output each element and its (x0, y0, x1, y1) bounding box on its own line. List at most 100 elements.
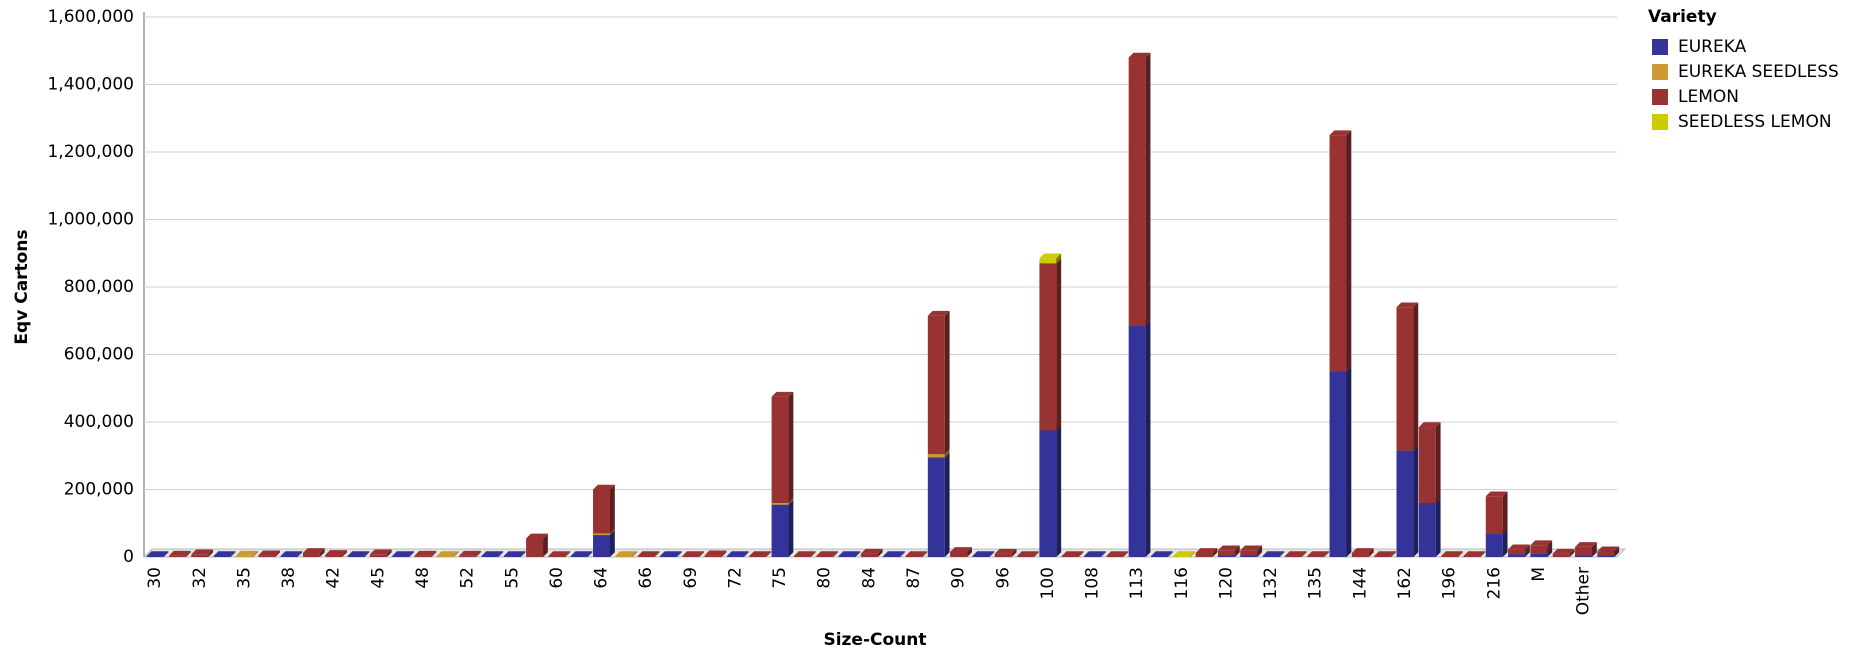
bar-side (944, 452, 950, 557)
x-tick-label: 35 (234, 567, 254, 589)
bar-side (1458, 551, 1463, 557)
bar (1575, 546, 1593, 556)
bar-top (1307, 551, 1329, 556)
bar-top (816, 551, 838, 556)
x-tick-label: 66 (636, 567, 656, 589)
bar-side (766, 551, 772, 557)
bar-side (1190, 551, 1196, 557)
bar-side (788, 498, 794, 505)
bar-side (1413, 302, 1419, 451)
x-tick-label: 64 (592, 567, 612, 589)
bar-side (275, 550, 281, 557)
bar-side (1101, 551, 1106, 557)
x-tick-label: 135 (1306, 567, 1326, 599)
bar-side (1502, 491, 1508, 535)
bar-side (877, 548, 883, 557)
x-tick-label: 144 (1350, 567, 1370, 599)
bar-top (1575, 542, 1597, 547)
bar-side (453, 551, 459, 557)
bar-side (1346, 366, 1352, 557)
bar-top (1173, 551, 1196, 556)
bar (1374, 555, 1392, 557)
bar-side (788, 499, 794, 557)
bar-top (258, 550, 281, 556)
bar-side (230, 551, 236, 557)
bar (1128, 325, 1146, 557)
bar (816, 555, 834, 557)
x-tick-label: 120 (1216, 567, 1236, 599)
bar-side (632, 551, 638, 557)
bar (637, 555, 655, 557)
y-tick-label: 200,000 (64, 480, 134, 500)
bar (1597, 551, 1615, 556)
bar (1463, 555, 1481, 557)
bar-top (771, 391, 794, 397)
bar-side (699, 551, 705, 557)
bar-side (855, 551, 861, 557)
bar-top (570, 551, 593, 556)
bar (1173, 555, 1191, 557)
bar-side (1257, 550, 1263, 557)
bar (1128, 57, 1146, 326)
bar-side (1056, 425, 1062, 557)
x-tick-label: 87 (904, 567, 924, 589)
bar-side (342, 550, 347, 557)
bar-side (944, 449, 950, 458)
bar-top (883, 551, 905, 556)
bar-side (431, 550, 437, 557)
bar-side (163, 551, 169, 557)
bar-top (972, 551, 995, 556)
bar (1039, 263, 1057, 431)
bar (615, 555, 633, 557)
bar (302, 552, 320, 557)
x-tick-label: M (1529, 567, 1549, 582)
y-tick-label: 1,200,000 (47, 142, 134, 162)
bar-side (1346, 130, 1352, 372)
bar (1396, 307, 1414, 451)
bar (1575, 555, 1593, 557)
y-tick-label: 0 (123, 547, 134, 567)
x-tick-label: 90 (949, 567, 969, 589)
bar-side (721, 550, 727, 557)
bar-top (1463, 551, 1486, 556)
x-axis-title: Size-Count (823, 630, 926, 650)
bar-side (610, 484, 615, 534)
bar-top (392, 551, 414, 556)
bar-top (659, 551, 682, 556)
x-tick-label: 80 (815, 567, 835, 589)
bar-side (565, 551, 571, 557)
bar-side (1435, 498, 1441, 557)
legend-label: LEMON (1678, 87, 1739, 107)
bar-top (526, 533, 548, 539)
bar-side (1145, 52, 1151, 326)
bar (436, 555, 454, 557)
bar (1530, 553, 1548, 557)
bar-side (810, 551, 816, 557)
bar (1418, 503, 1436, 557)
bar-top (146, 551, 169, 556)
bar-top (1017, 551, 1039, 556)
bar-side (989, 551, 995, 557)
bar-top (191, 549, 214, 555)
x-tick-label: 116 (1172, 567, 1192, 599)
legend-title: Variety (1648, 7, 1717, 27)
bar-side (319, 548, 325, 557)
bar-side (900, 551, 905, 557)
bar-top (1217, 545, 1240, 551)
bar (258, 555, 276, 557)
bar (1307, 555, 1325, 557)
bar (1441, 555, 1459, 557)
bar-side (1391, 551, 1396, 557)
bar (1039, 258, 1057, 264)
bar-top (637, 551, 660, 556)
legend-swatch (1652, 89, 1668, 105)
legend-label: SEEDLESS LEMON (1678, 112, 1832, 132)
y-tick-label: 1,600,000 (47, 7, 134, 27)
bar-top (369, 549, 392, 555)
bar-side (476, 550, 481, 557)
bar-side (1257, 545, 1263, 556)
bar (838, 555, 856, 557)
bar (593, 535, 611, 557)
bar-side (1034, 551, 1039, 557)
bar (1039, 430, 1057, 557)
